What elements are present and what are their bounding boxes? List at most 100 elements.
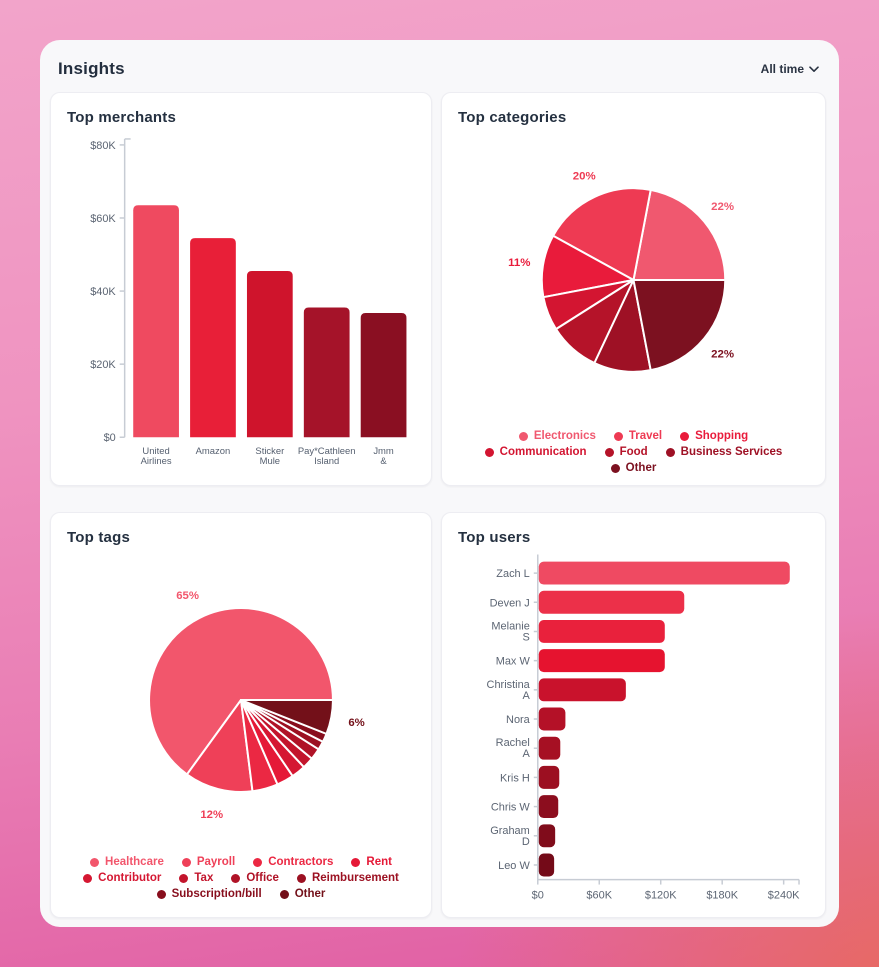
svg-text:20%: 20% — [573, 170, 596, 182]
bar-melanie-s — [538, 619, 665, 643]
svg-text:United: United — [142, 446, 169, 457]
svg-text:65%: 65% — [176, 590, 199, 602]
svg-text:Chris W: Chris W — [491, 802, 531, 814]
legend-label: Shopping — [695, 430, 749, 442]
legend-label: Travel — [628, 430, 663, 442]
svg-text:$0: $0 — [104, 432, 116, 444]
legend-dot — [518, 431, 528, 441]
svg-text:Christina: Christina — [487, 679, 531, 691]
card-title-users: Top users — [458, 529, 531, 546]
bar-zach-l — [538, 561, 790, 585]
legend-label: Electronics — [533, 430, 596, 442]
legend-label: Contractors — [268, 856, 334, 868]
card-top-tags: Top tags 65% 12% 6% Healthcare Payroll Contr… — [50, 512, 432, 918]
svg-text:A: A — [522, 748, 530, 760]
svg-text:Pay*Cathleen: Pay*Cathleen — [298, 446, 356, 457]
card-title-categories: Top categories — [458, 109, 567, 126]
bar-united-airlines — [133, 205, 179, 438]
card-top-categories: Top categories 22% 20% 11% 22% Electronics T… — [441, 92, 826, 486]
legend-item-travel: Travel — [613, 430, 663, 442]
legend-label: Communication — [499, 446, 587, 458]
legend-dot — [296, 873, 306, 883]
legend-item-electronics: Electronics — [518, 430, 596, 442]
legend-dot — [484, 447, 494, 457]
bar-kris-h — [538, 765, 560, 789]
svg-text:Zach L: Zach L — [496, 568, 530, 580]
svg-text:Island: Island — [314, 456, 339, 467]
svg-text:6%: 6% — [348, 717, 364, 729]
legend-dot — [181, 857, 191, 867]
card-title-merchants: Top merchants — [67, 109, 177, 126]
svg-text:Deven J: Deven J — [490, 597, 530, 609]
svg-text:$60K: $60K — [90, 213, 116, 225]
legend-dot — [279, 889, 289, 899]
svg-text:$120K: $120K — [645, 890, 677, 902]
svg-text:Kris H: Kris H — [500, 772, 530, 784]
pie-slice-healthcare — [148, 607, 334, 776]
bar-sticker-mule — [246, 270, 293, 438]
bar-max-w — [538, 649, 665, 673]
legend-item-contributor: Contributor — [83, 872, 161, 884]
svg-text:D: D — [522, 836, 530, 848]
legend-dot — [604, 447, 614, 457]
legend-dot — [83, 873, 93, 883]
svg-text:Melanie: Melanie — [491, 620, 529, 632]
legend-dot — [680, 431, 690, 441]
svg-text:Nora: Nora — [506, 714, 531, 726]
svg-text:12%: 12% — [200, 809, 223, 821]
svg-text:Rachel: Rachel — [496, 737, 530, 749]
time-range-dropdown[interactable]: All time — [759, 58, 821, 80]
svg-text:A: A — [522, 690, 530, 702]
legend-dot — [90, 857, 100, 867]
legend-dot — [253, 857, 263, 867]
bar-deven-j — [538, 590, 685, 614]
bar-amazon — [190, 238, 236, 438]
top-tags-legend: Healthcare Payroll Contractors Rent Contribu… — [67, 852, 415, 900]
svg-text:$0: $0 — [532, 890, 544, 902]
svg-text:Sticker: Sticker — [255, 446, 284, 457]
svg-text:Mule: Mule — [260, 456, 280, 467]
card-top-users: Top users $0 $60K $120K $180K $240K Zach L Dev… — [441, 512, 826, 918]
legend-dot — [610, 463, 620, 473]
bar-christina-a — [538, 678, 626, 702]
legend-label: Tax — [194, 872, 214, 884]
legend-dot — [613, 431, 623, 441]
bar-leo-w — [538, 853, 555, 877]
legend-label: Reimbursement — [311, 872, 399, 884]
legend-item-contractors: Contractors — [253, 856, 333, 868]
legend-label: Rent — [366, 856, 392, 868]
insights-panel: Insights All time Top merchants $0 $20K $4… — [40, 40, 839, 927]
legend-item-payroll: Payroll — [181, 856, 236, 868]
bar-rachel-a — [538, 736, 561, 760]
legend-dot — [179, 873, 189, 883]
svg-text:$20K: $20K — [90, 359, 116, 371]
svg-text:$180K: $180K — [706, 890, 738, 902]
legend-item-office: Office — [231, 872, 279, 884]
legend-label: Payroll — [196, 856, 236, 868]
legend-item-healthcare: Healthcare — [90, 856, 164, 868]
svg-text:Airlines: Airlines — [141, 456, 172, 467]
legend-label: Contributor — [98, 872, 162, 884]
pie-slice-other — [632, 278, 727, 372]
legend-item-other: Other — [279, 888, 326, 900]
svg-text:S: S — [522, 631, 529, 643]
pie-slice-payroll — [185, 699, 254, 793]
bar-pay-cathleen-island — [303, 307, 350, 438]
legend-item-food: Food — [604, 446, 648, 458]
legend-item-communication: Communication — [484, 446, 587, 458]
bar-nora — [538, 707, 566, 731]
legend-label: Other — [625, 462, 657, 474]
legend-dot — [156, 889, 166, 899]
page-title: Insights — [58, 59, 125, 78]
svg-text:$240K: $240K — [768, 890, 800, 902]
svg-text:Leo W: Leo W — [498, 860, 530, 872]
top-tags-pie-chart: 65% 12% 6% — [67, 550, 415, 852]
svg-text:Amazon: Amazon — [196, 446, 231, 457]
bar-chris-w — [538, 795, 559, 819]
bar-jmm- — [360, 312, 407, 438]
legend-item-tax: Tax — [179, 872, 213, 884]
legend-item-reimbursement: Reimbursement — [296, 872, 399, 884]
legend-label: Other — [294, 888, 326, 900]
svg-text:$80K: $80K — [90, 140, 116, 152]
